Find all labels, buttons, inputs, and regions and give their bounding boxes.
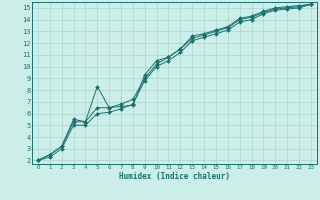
X-axis label: Humidex (Indice chaleur): Humidex (Indice chaleur) (119, 172, 230, 181)
